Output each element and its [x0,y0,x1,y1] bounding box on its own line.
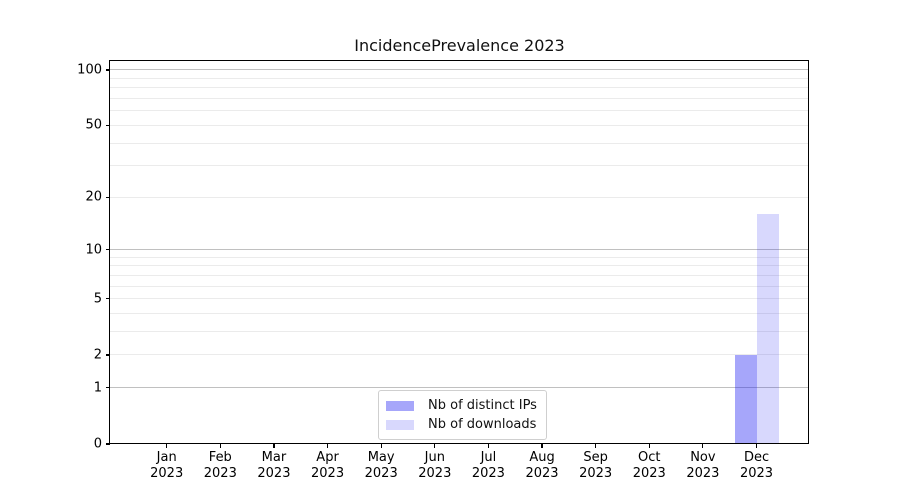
y-axis-tick-mark [106,124,110,126]
x-axis-tick-mark [648,444,650,448]
chart-title: IncidencePrevalence 2023 [354,36,565,55]
x-axis-tick-mark [219,444,221,448]
y-axis-tick-label: 10 [85,242,102,258]
legend-label-downloads: Nb of downloads [428,417,537,432]
x-axis-tick-label: Jun 2023 [418,450,452,481]
gridline-minor [110,98,809,100]
y-axis-tick-label: 0 [93,436,102,452]
gridline-major [110,69,809,71]
x-axis-tick-label: Jul 2023 [471,450,505,481]
gridline-minor [110,142,809,144]
x-axis-tick-mark [755,444,758,448]
y-axis-tick-label: 50 [85,117,102,133]
y-axis-tick-mark [106,249,110,251]
x-axis-tick-mark [487,444,489,448]
y-axis-tick-mark [106,298,110,300]
gridline-minor [110,165,809,167]
gridline-major [110,387,809,389]
legend-label-distinct-ips: Nb of distinct IPs [428,398,537,413]
plot-area [110,61,809,444]
x-axis-tick-label: May 2023 [364,450,398,481]
x-axis-tick-mark [166,444,168,448]
gridline-major [110,249,809,251]
x-axis-tick-mark [541,444,543,448]
gridline-minor [110,331,809,333]
gridline-minor [110,77,809,79]
gridline-minor [110,354,809,356]
x-axis-tick-mark [326,444,329,448]
x-axis-tick-label: Apr 2023 [311,450,345,481]
gridline-minor [110,124,809,126]
gridline-minor [110,196,809,198]
y-axis-tick-label: 100 [77,62,102,78]
y-axis-tick-label: 1 [93,380,102,396]
y-axis-tick-label: 20 [85,189,102,205]
x-axis-tick-label: Aug 2023 [525,450,559,481]
legend-item-downloads: Nb of downloads [386,415,537,434]
x-axis-tick-label: Mar 2023 [257,450,291,481]
x-axis-tick-mark [380,444,382,448]
gridline-minor [110,265,809,267]
x-axis-tick-label: Dec 2023 [739,450,774,481]
y-axis-tick-mark [106,69,110,71]
y-axis-tick-mark [106,387,110,389]
y-axis-tick-label: 2 [93,347,102,363]
y-axis-tick-label: 5 [93,291,102,307]
legend: Nb of distinct IPs Nb of downloads [378,390,547,440]
gridline-minor [110,313,809,315]
gridline-minor [110,285,809,287]
gridline-minor [110,87,809,89]
x-axis-tick-mark [595,444,597,448]
y-axis-tick-mark [106,354,110,356]
gridline-minor [110,256,809,258]
legend-item-distinct-ips: Nb of distinct IPs [386,396,537,415]
x-axis-tick-label: Jan 2023 [150,450,184,481]
x-axis-tick-mark [702,444,704,448]
bar-nb-of-downloads-dec-2023 [756,214,779,444]
gridline-minor [110,110,809,112]
x-axis-tick-label: Sep 2023 [579,450,613,481]
gridline-minor [110,298,809,300]
x-axis-tick-label: Oct 2023 [632,450,666,481]
bar-nb-of-distinct-ips-dec-2023 [734,354,757,444]
x-axis-tick-mark [434,444,436,448]
gridline-minor [110,274,809,276]
x-axis-tick-mark [273,444,275,448]
x-axis-tick-label: Nov 2023 [686,450,720,481]
legend-swatch-downloads-icon [386,419,414,430]
y-axis-tick-mark [106,443,110,445]
legend-swatch-distinct-ips-icon [386,400,414,411]
x-axis-tick-label: Feb 2023 [203,450,237,481]
y-axis-tick-mark [106,196,110,198]
